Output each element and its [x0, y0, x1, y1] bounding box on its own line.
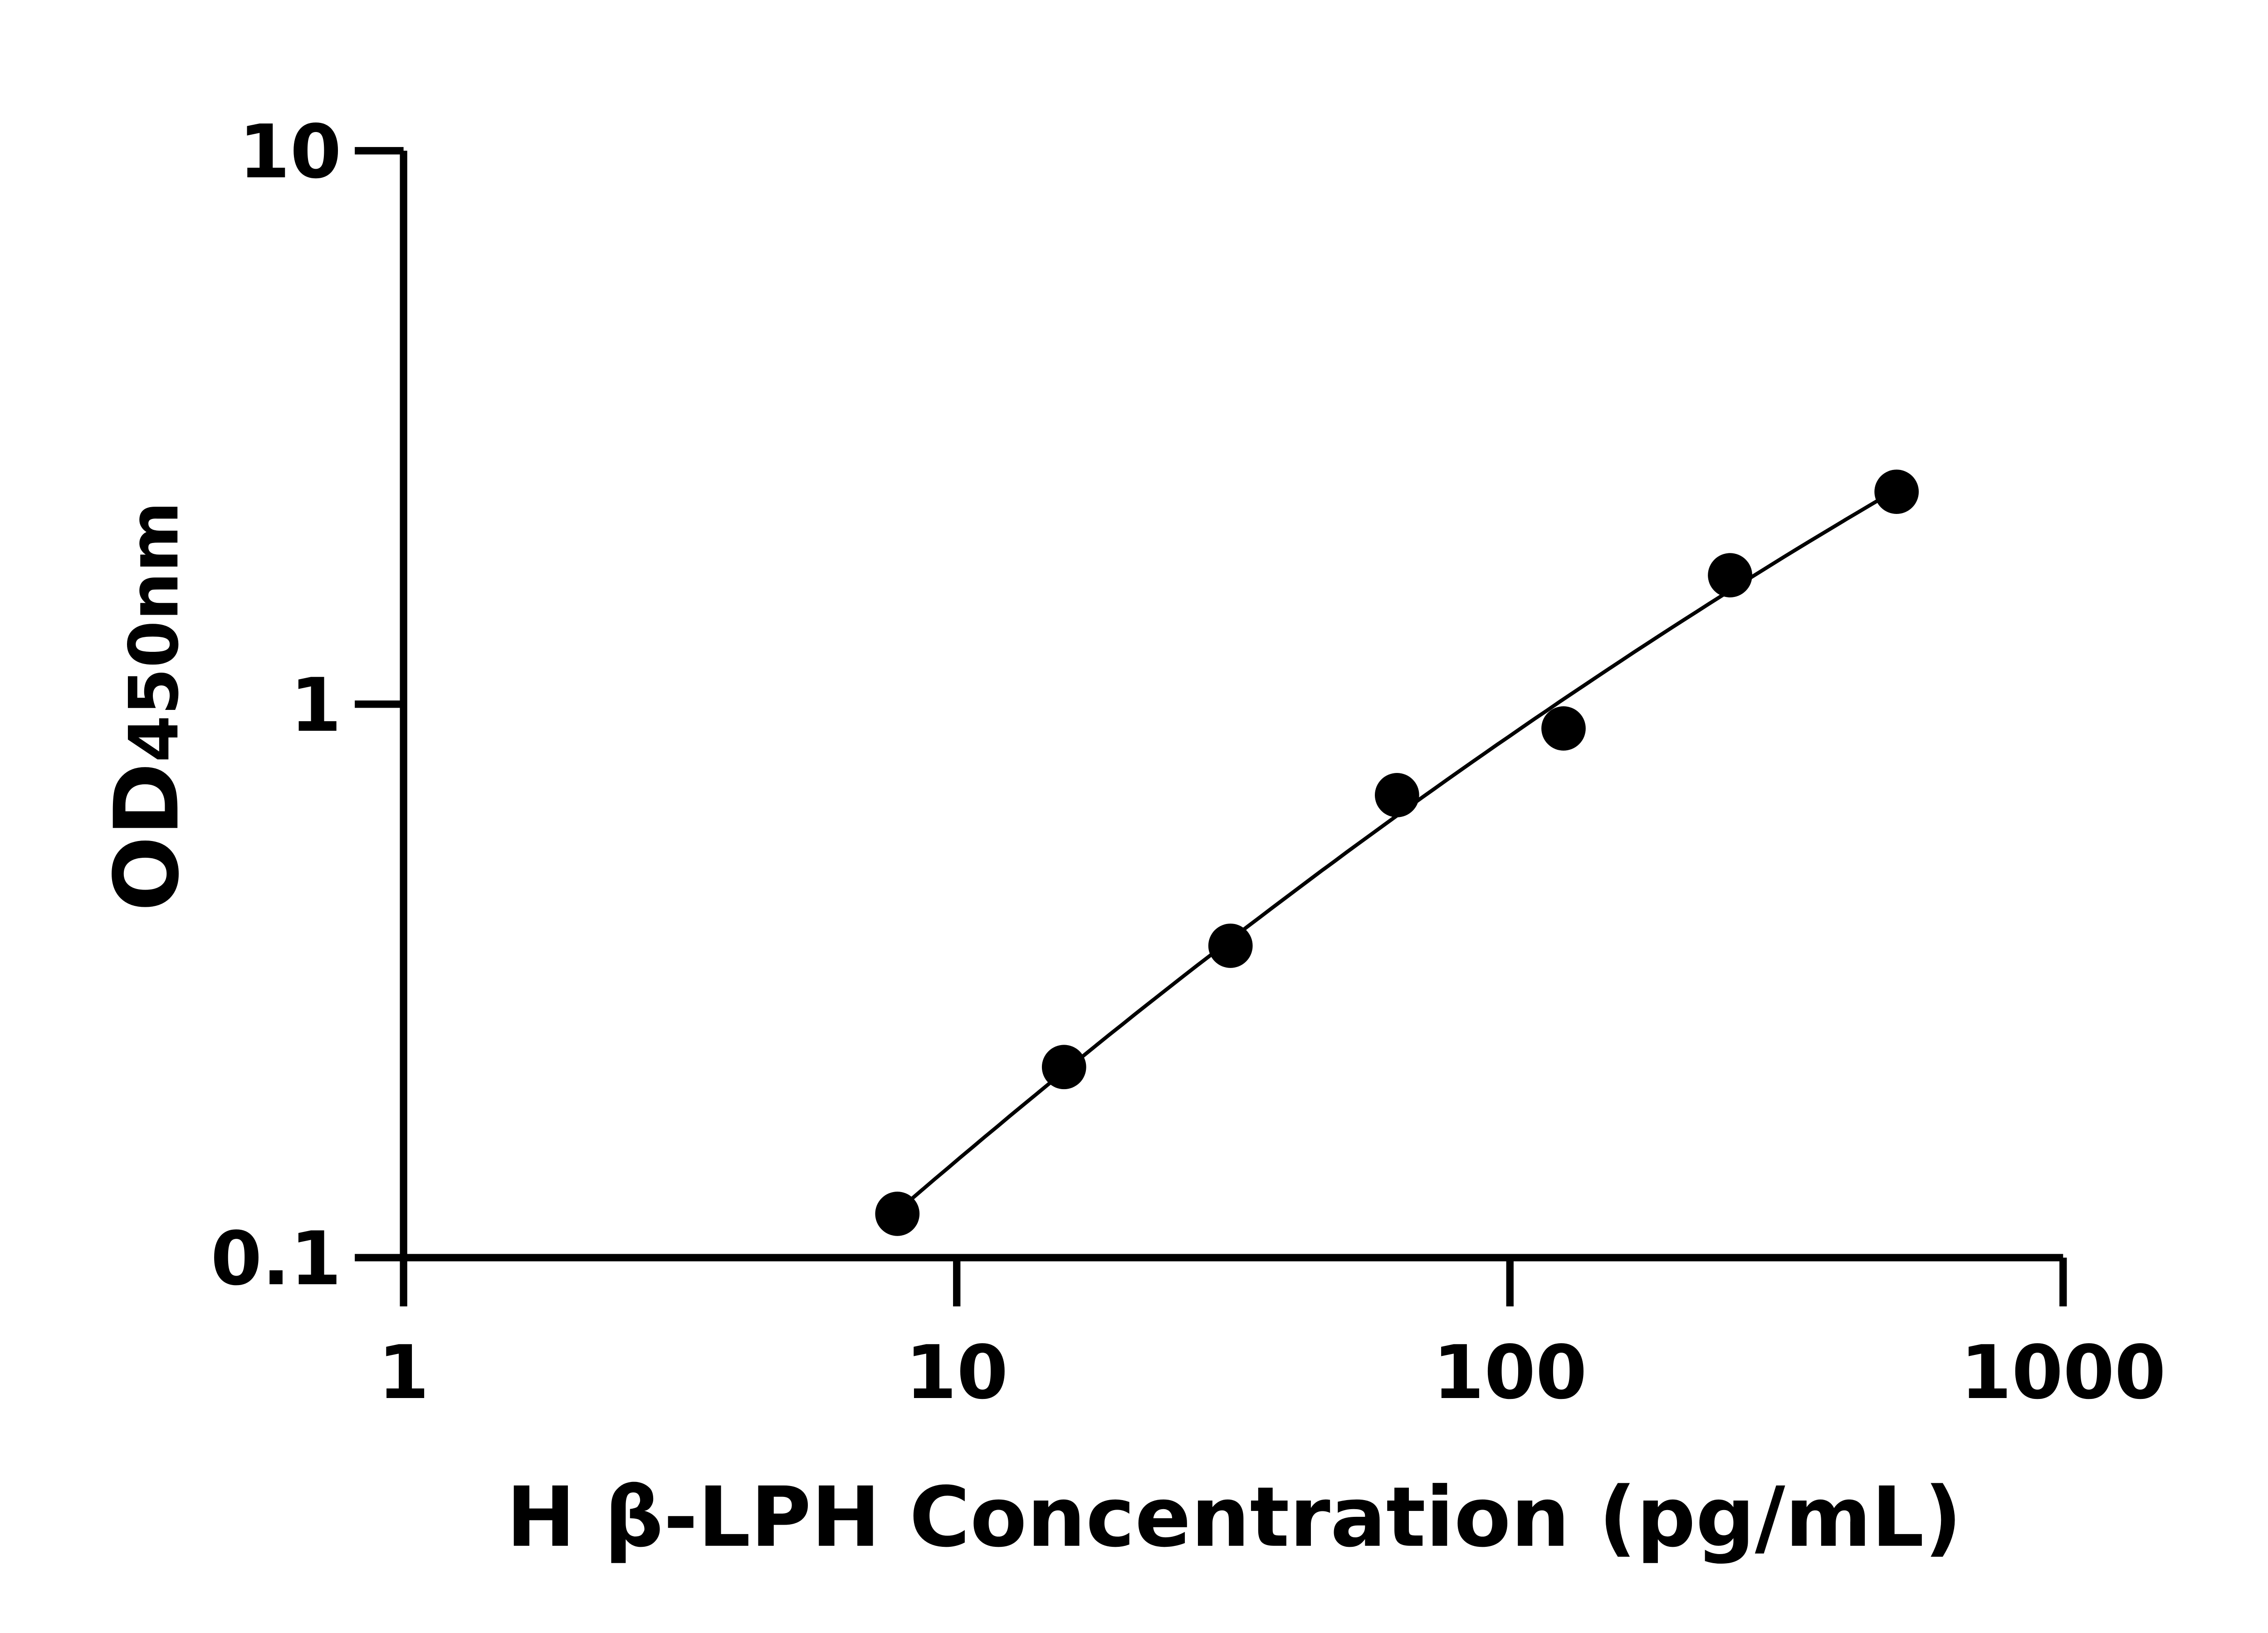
y-axis-label-sub: 450nm [115, 501, 194, 763]
x-axis-label: H β-LPH Concentration (pg/mL) [506, 1470, 1962, 1566]
x-tick-label: 100 [1433, 1330, 1587, 1416]
data-point [875, 1192, 920, 1236]
y-tick-label: 10 [239, 109, 342, 195]
x-tick-label: 1000 [1960, 1330, 2166, 1416]
fit-curve [896, 488, 1898, 1213]
data-point [1541, 706, 1586, 751]
y-tick-label: 1 [290, 663, 341, 748]
data-point [1374, 773, 1419, 817]
data-point [1208, 924, 1253, 968]
data-point [1041, 1045, 1086, 1090]
x-tick-label: 1 [378, 1330, 429, 1416]
x-tick-label: 10 [905, 1330, 1008, 1416]
data-points [875, 469, 1919, 1236]
data-point [1708, 553, 1752, 597]
y-axis-label-main: OD [96, 763, 199, 911]
y-axis-label: OD450nm [96, 501, 199, 911]
axes: 1 10 100 1000 0.1 1 10 [210, 109, 2166, 1416]
y-tick-label: 0.1 [210, 1216, 342, 1302]
data-point [1874, 469, 1919, 514]
